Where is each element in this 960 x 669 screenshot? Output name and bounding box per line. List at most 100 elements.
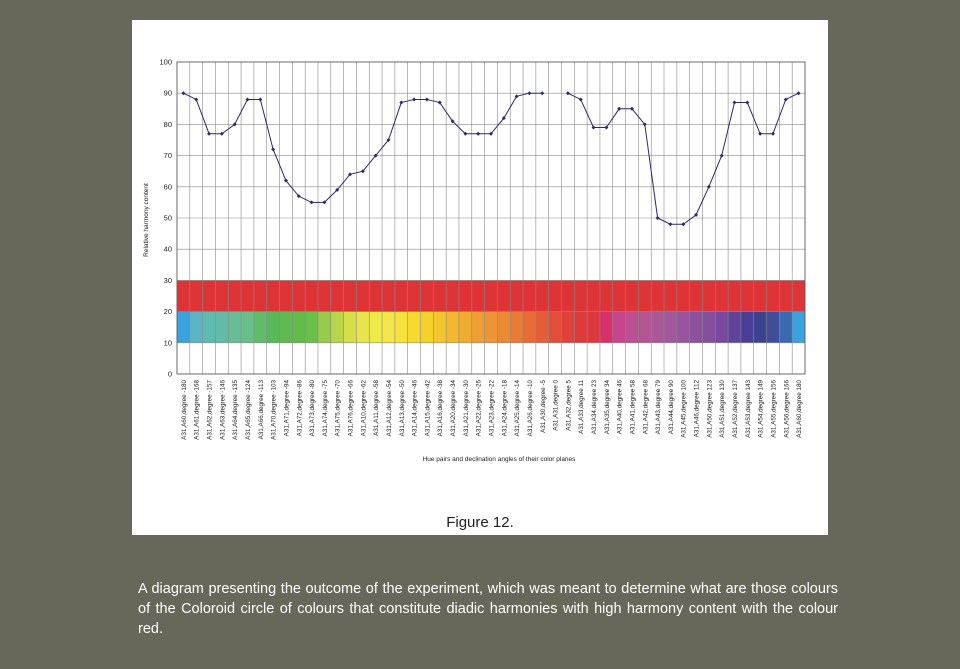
data-point [719, 153, 724, 158]
data-point [335, 187, 340, 192]
x-tick-label: A31,A14,degree -46 [412, 380, 419, 437]
partner-color-cell [497, 311, 511, 343]
y-tick-label: 10 [164, 338, 172, 347]
series-line [567, 92, 799, 225]
x-tick-label: A31,A44,degree 90 [668, 380, 675, 435]
partner-color-cell [702, 311, 716, 343]
partner-color-cell [458, 311, 473, 343]
x-tick-label: A31,A13,degree -50 [399, 380, 406, 437]
x-axis-label: Hue pairs and declination angles of thei… [423, 456, 577, 463]
data-point [309, 200, 314, 205]
data-point [412, 97, 417, 102]
data-point [360, 169, 365, 174]
data-point [501, 116, 506, 121]
plot-frame [176, 61, 806, 375]
data-point [219, 131, 224, 136]
x-tick-label: A31,A24,degree -18 [501, 380, 508, 437]
partner-color-cell [356, 311, 370, 343]
x-tick-label: A31,A76,degree -66 [348, 380, 355, 437]
partner-color-cell [779, 311, 793, 343]
data-point [655, 216, 660, 220]
partner-color-cell [241, 311, 255, 343]
partner-color-cell [638, 311, 652, 343]
data-point [783, 97, 788, 102]
partner-color-cell [446, 311, 460, 343]
y-axis-label: Relative harmony content [143, 183, 150, 257]
partner-color-cell [215, 311, 229, 343]
partner-color-cell [510, 311, 524, 343]
y-tick-label: 40 [164, 245, 172, 254]
partner-color-cell [343, 311, 357, 343]
x-tick-label: A31,A12,degree -54 [386, 380, 393, 437]
data-point [796, 91, 801, 96]
data-point [207, 131, 212, 136]
partner-color-cell [382, 311, 396, 343]
partner-color-cell [484, 311, 498, 343]
data-point [540, 91, 545, 96]
partner-color-cell [689, 311, 703, 343]
data-point [386, 138, 391, 142]
data-point [706, 184, 711, 189]
partner-color-cell [599, 311, 614, 343]
partner-color-cell [535, 311, 549, 343]
partner-color-cell [676, 311, 690, 343]
partner-color-cell [189, 311, 203, 343]
data-point [617, 106, 622, 111]
harmony-chart: 0 10 20 30 40 50 60 70 80 90 100 A31,A60,degree -1… [143, 58, 806, 463]
x-tick-label: A31,A62,degree -157 [207, 380, 214, 440]
partner-color-cell [407, 311, 421, 343]
x-tick-label: A31,A73,degree -80 [309, 380, 316, 437]
data-point [322, 200, 327, 205]
data-point [271, 147, 276, 152]
x-tick-label: A31,A41,degree 58 [629, 380, 636, 435]
x-tick-label: A31,A52,degree 137 [732, 380, 739, 438]
x-tick-label: A31,A63,degree -146 [219, 380, 226, 440]
y-tick-label: 70 [164, 151, 172, 160]
data-point [732, 100, 737, 105]
x-tick-label: A31,A53,degree 143 [745, 380, 752, 438]
partner-color-cell [728, 311, 742, 343]
partner-color-cell [612, 311, 626, 343]
x-tick-label: A31,A75,degree -70 [335, 380, 342, 437]
data-point [565, 91, 570, 96]
partner-color-cell [330, 311, 344, 343]
x-tick-label: A31,A56,degree 166 [783, 380, 790, 438]
x-tick-label: A31,A60,degree 180 [796, 380, 803, 438]
partner-color-cell [651, 311, 665, 343]
figure-panel: 0 10 20 30 40 50 60 70 80 90 100 A31,A60,degree -1… [132, 20, 828, 535]
partner-color-cell [625, 311, 639, 343]
partner-color-cell [548, 311, 562, 343]
partner-color-cell [664, 311, 678, 343]
x-tick-label: A31,A61,degree -168 [194, 380, 201, 440]
y-tick-label: 0 [168, 370, 172, 379]
x-tick-label: A31,A30,degree -5 [540, 380, 547, 433]
partner-color-cell [561, 311, 575, 343]
partner-color-cell [394, 311, 408, 343]
x-tick-label: A31,A16,degree -38 [437, 380, 444, 437]
x-tick-label: A31,A10,degree -62 [360, 380, 367, 437]
x-tick-label: A31,A34,degree 23 [591, 380, 598, 435]
x-tick-label: A31,A64,degree -135 [232, 380, 239, 440]
data-point [681, 222, 686, 227]
partner-color-cell [202, 311, 216, 343]
partner-color-cell [523, 311, 537, 343]
partner-color-cell [369, 311, 383, 343]
x-tick-label: A31,A54,degree 149 [758, 380, 765, 438]
data-point [463, 131, 468, 136]
data-point [578, 97, 583, 102]
series-line [183, 92, 543, 203]
partner-color-cell [587, 311, 601, 343]
x-tick-label: A31,A40,degree 46 [617, 380, 624, 435]
x-tick-label: A31,A31,degree 0 [553, 380, 560, 431]
data-point [745, 100, 750, 105]
partner-color-cell [433, 311, 447, 343]
partner-color-cell [266, 311, 280, 343]
x-tick-label: A31,A70,degree -103 [271, 380, 278, 440]
figure-description: A diagram presenting the outcome of the … [138, 581, 838, 637]
data-point [348, 172, 353, 177]
x-tick-label: A31,A55,degree 156 [770, 380, 777, 438]
data-point [476, 131, 481, 136]
data-point [194, 97, 199, 102]
partner-color-cell [292, 311, 306, 343]
data-point [296, 194, 301, 199]
